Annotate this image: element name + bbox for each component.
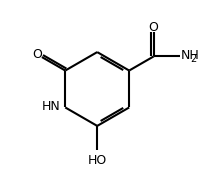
Text: HO: HO xyxy=(88,154,107,167)
Text: O: O xyxy=(32,48,42,61)
Text: HN: HN xyxy=(42,100,61,112)
Text: O: O xyxy=(148,22,158,35)
Text: NH: NH xyxy=(181,49,200,62)
Text: 2: 2 xyxy=(190,54,197,64)
